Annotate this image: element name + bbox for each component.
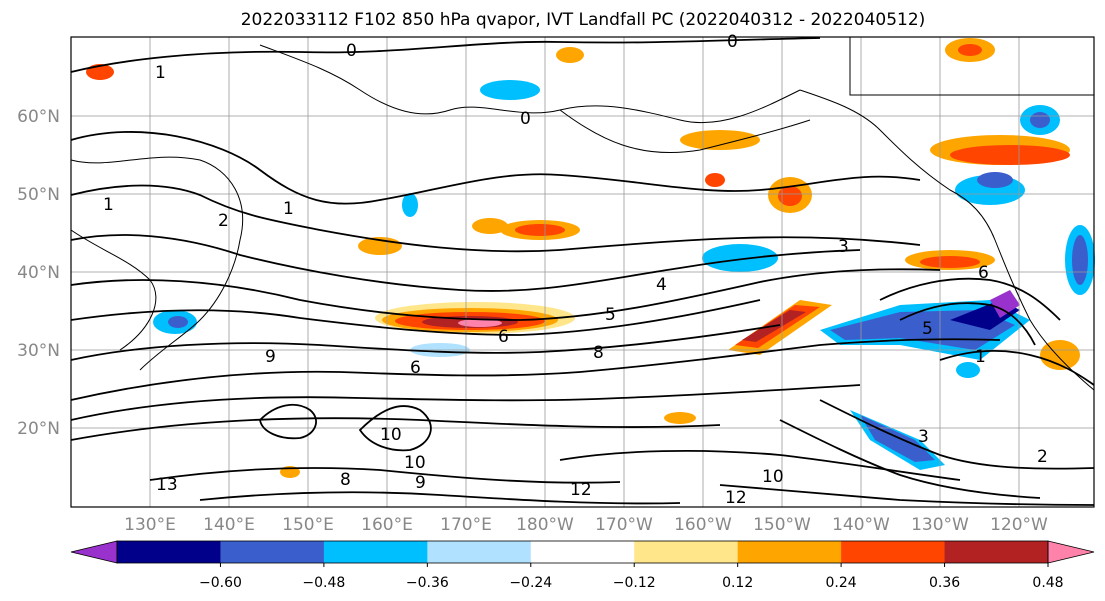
contour-label: 1 (103, 195, 114, 215)
colorbar-cell (841, 541, 946, 563)
colorbar-extend-left (70, 540, 118, 564)
lat-label: 60°N (17, 107, 60, 127)
contour-label: 12 (570, 480, 592, 500)
lon-label: 140°E (203, 515, 255, 535)
contour-label: 4 (656, 275, 667, 295)
contour-label: 10 (404, 453, 426, 473)
lon-label: 160°W (674, 515, 732, 535)
colorbar-cell (737, 541, 842, 563)
contour-label: 6 (978, 263, 989, 283)
contour-label: 5 (605, 305, 616, 325)
lon-label: 120°W (990, 515, 1048, 535)
colorbar-extend-right (1047, 540, 1095, 564)
lon-label: 140°W (832, 515, 890, 535)
lon-label: 170°W (595, 515, 653, 535)
contour-label: 8 (340, 470, 351, 490)
lon-label: 170°E (440, 515, 492, 535)
contour-label: 10 (380, 425, 402, 445)
contour-label: 6 (410, 358, 421, 378)
map-frame (70, 36, 1095, 508)
colorbar-frame (116, 540, 1049, 564)
contours (70, 37, 1095, 506)
contour-label: 9 (265, 347, 276, 367)
contour-label: 1 (155, 63, 166, 83)
lat-label: 40°N (17, 263, 60, 283)
colorbar-tick-label: −0.60 (199, 575, 242, 591)
shaded-anomalies (86, 38, 1095, 478)
graticule (71, 37, 1094, 507)
contour-label: 8 (593, 343, 604, 363)
colorbar-tick-label: −0.12 (613, 575, 656, 591)
colorbar-tick-label: 0.48 (1032, 575, 1063, 591)
lon-label: 150°W (753, 515, 811, 535)
lon-label: 150°E (282, 515, 334, 535)
lat-label: 50°N (17, 185, 60, 205)
lat-label: 20°N (17, 419, 60, 439)
contour-label: 1 (975, 347, 986, 367)
colorbar-tick-label: 0.24 (826, 575, 857, 591)
colorbar-cell (323, 541, 428, 563)
contour-label: 2 (218, 211, 229, 231)
contour-label: 2 (1037, 447, 1048, 467)
colorbar-tick-label: 0.12 (722, 575, 753, 591)
colorbar-tick-label: 0.36 (929, 575, 960, 591)
lat-label: 30°N (17, 341, 60, 361)
contour-labels: 0 0 0 1 1 1 2 3 4 5 5 6 6 6 8 9 10 10 10… (103, 32, 1048, 508)
colorbar-cell (530, 541, 635, 563)
colorbar: −0.60 −0.48 −0.36 −0.24 −0.12 0.12 0.24 0.36 0.4… (70, 540, 1095, 591)
lon-label: 130°W (911, 515, 969, 535)
colorbar-tick-label: −0.24 (509, 575, 552, 591)
contour-label: 3 (838, 237, 849, 257)
lon-label: 160°E (361, 515, 413, 535)
contour-label: 6 (498, 327, 509, 347)
colorbar-tick-label: −0.36 (406, 575, 449, 591)
contour-label: 5 (922, 319, 933, 339)
map-title: 2022033112 F102 850 hPa qvapor, IVT Land… (241, 10, 926, 30)
colorbar-cell (427, 541, 532, 563)
lon-label: 130°E (124, 515, 176, 535)
longitude-labels: 130°E 140°E 150°E 160°E 170°E 180°W 170°… (124, 515, 1048, 535)
contour-label: 12 (725, 488, 747, 508)
contour-label: 9 (415, 473, 426, 493)
colorbar-cell (944, 541, 1049, 563)
contour-label: 10 (762, 467, 784, 487)
colorbar-cell (220, 541, 325, 563)
contour-label: 3 (918, 427, 929, 447)
contour-label: 0 (346, 41, 357, 61)
colorbar-cell (634, 541, 739, 563)
contour-label: 0 (727, 32, 738, 52)
lon-label: 180°W (516, 515, 574, 535)
latitude-labels: 60°N 50°N 40°N 30°N 20°N (17, 107, 60, 439)
colorbar-tick-label: −0.48 (302, 575, 345, 591)
contour-label: 13 (156, 475, 178, 495)
colorbar-cell (117, 541, 221, 563)
contour-label: 0 (520, 109, 531, 129)
contour-label: 1 (283, 199, 294, 219)
